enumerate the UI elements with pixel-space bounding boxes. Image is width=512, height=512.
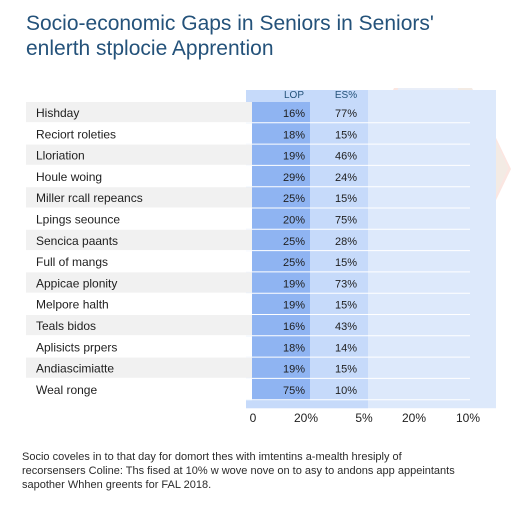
table-row <box>26 165 252 187</box>
cell-value: 15% <box>335 300 357 312</box>
row-label: Teals bidos <box>36 319 96 333</box>
table-row <box>26 251 252 272</box>
row-label: Miller rcall repeancs <box>36 191 143 205</box>
row-label: Hishday <box>36 106 79 120</box>
table-row <box>26 272 252 293</box>
table-row <box>26 229 252 251</box>
cell-value: 15% <box>335 257 357 269</box>
footnote-line-3: sapother Whhen greents for FAL 2018. <box>22 479 212 491</box>
cell-value: 16% <box>283 321 305 333</box>
table-row <box>26 336 252 357</box>
cell-value: 19% <box>283 278 305 290</box>
cell-value: 46% <box>335 151 357 163</box>
row-label: Houle woing <box>36 170 102 184</box>
cell-value: 73% <box>335 278 357 290</box>
cell-value: 20% <box>283 215 305 227</box>
cell-value: 43% <box>335 321 357 333</box>
cell-value: 16% <box>283 108 305 120</box>
row-label: Aplisicts prpers <box>36 340 117 354</box>
cell-value: 25% <box>283 236 305 248</box>
cell-value: 15% <box>335 364 357 376</box>
row-label: Appicae plonity <box>36 276 117 290</box>
cell-value: 25% <box>283 257 305 269</box>
x-tick-label: 0 <box>250 411 257 425</box>
footnote-line-1: Socio coveles in to that day for domort … <box>22 451 402 463</box>
cell-value: 15% <box>335 193 357 205</box>
row-label: Melpore halth <box>36 298 109 312</box>
table-row <box>26 208 252 229</box>
cell-value: 18% <box>283 129 305 141</box>
row-label: Full of mangs <box>36 255 108 269</box>
cell-value: 77% <box>335 108 357 120</box>
row-label: Lloriation <box>36 149 85 163</box>
cell-value: 19% <box>283 151 305 163</box>
cell-value: 28% <box>335 236 357 248</box>
row-label: Andiascimiatte <box>36 362 114 376</box>
footnote-line-2: recorsensers Coline: Ths fised at 10% w … <box>22 465 455 477</box>
cell-value: 18% <box>283 342 305 354</box>
row-label: Lpings seounce <box>36 213 120 227</box>
row-label: Weal ronge <box>36 383 97 397</box>
table-row <box>26 378 252 400</box>
x-tick-label: 10% <box>456 411 480 425</box>
table-row <box>26 357 252 378</box>
column-header: LOP <box>284 90 304 101</box>
cell-value: 29% <box>283 172 305 184</box>
title-line-1: Socio-economic Gaps in Seniors in Senior… <box>26 12 434 35</box>
chart-title: Socio-economic Gaps in Seniors in Senior… <box>26 11 496 61</box>
table-row <box>26 102 252 123</box>
x-tick-label: 20% <box>402 411 426 425</box>
table-row <box>26 315 252 336</box>
x-tick-label: 20% <box>294 411 318 425</box>
column-header: ES% <box>335 90 357 101</box>
table-row <box>26 293 252 314</box>
row-label: Reciort roleties <box>36 127 116 141</box>
cell-value: 25% <box>283 193 305 205</box>
cell-value: 15% <box>335 129 357 141</box>
table-row <box>26 187 252 208</box>
x-tick-label: 5% <box>355 411 373 425</box>
cell-value: 75% <box>283 385 305 397</box>
cell-value: 75% <box>335 215 357 227</box>
table-row <box>26 144 252 165</box>
cell-value: 10% <box>335 385 357 397</box>
table-row <box>26 123 252 144</box>
cell-value: 24% <box>335 172 357 184</box>
title-line-2: enlerth stplocie Apprention <box>26 37 274 60</box>
cell-value: 19% <box>283 364 305 376</box>
footnote: Socio coveles in to that day for domort … <box>22 450 492 492</box>
cell-value: 14% <box>335 342 357 354</box>
row-label: Sencica paants <box>36 234 118 248</box>
cell-value: 19% <box>283 300 305 312</box>
